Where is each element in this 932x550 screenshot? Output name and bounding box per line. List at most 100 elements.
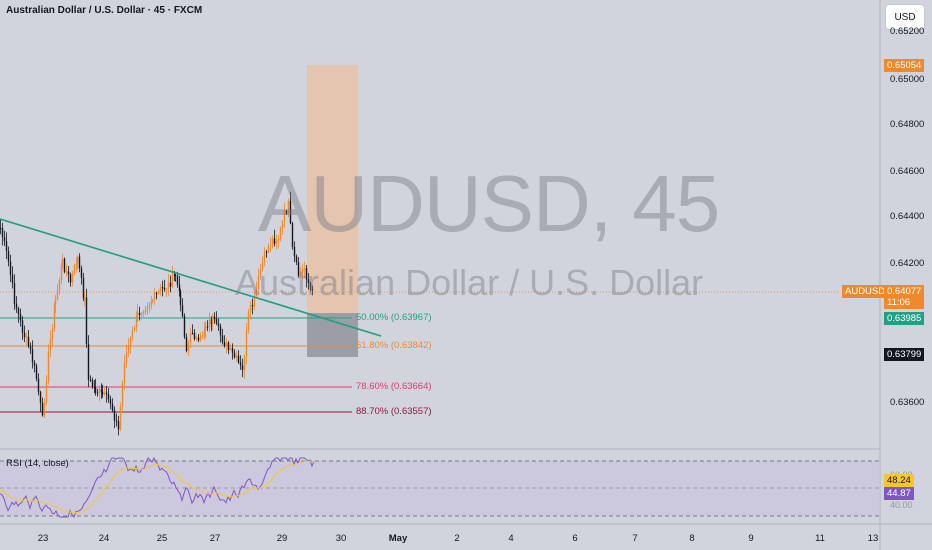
candle-body — [277, 239, 280, 241]
candle-body — [247, 311, 250, 331]
candle-body — [275, 240, 278, 244]
rsi-line — [0, 456, 315, 518]
target-price-tag: 0.65054 — [884, 59, 925, 72]
candles — [0, 191, 314, 436]
candle-body — [11, 274, 14, 284]
candle-body — [259, 269, 262, 277]
candle-body — [285, 210, 288, 214]
candle-body — [129, 337, 132, 347]
candle-body — [281, 221, 284, 229]
candle-body — [231, 348, 234, 353]
rsi-indicator-label[interactable]: RSI (14, close) — [6, 458, 69, 469]
candle-body — [103, 392, 106, 395]
stop-price-tag: 0.63799 — [884, 348, 925, 361]
symbol-tag: AUDUSD — [842, 285, 889, 298]
time-tick: 9 — [748, 533, 754, 544]
candle-body — [43, 402, 46, 416]
candle-body — [80, 268, 83, 278]
candle-body — [100, 389, 103, 392]
price-tick: 0.64800 — [890, 119, 925, 130]
candle-body — [176, 275, 179, 285]
candle-body — [173, 274, 176, 276]
bar-countdown: 11:06 — [887, 297, 911, 308]
rsi-ma-line — [0, 460, 314, 514]
candle-body — [163, 287, 166, 290]
last-price-value: 0.64077 — [887, 286, 922, 297]
candle-body — [61, 258, 64, 266]
candle-body — [0, 227, 2, 229]
candle-body — [91, 380, 94, 387]
candle-body — [215, 319, 218, 324]
candle-body — [210, 319, 213, 325]
candle-body — [249, 305, 252, 312]
time-tick: 29 — [276, 533, 288, 544]
candle-body — [51, 328, 54, 339]
time-tick: 13 — [867, 533, 879, 544]
target-zone[interactable] — [307, 65, 358, 313]
time-tick: 24 — [98, 533, 110, 544]
candle-body — [239, 362, 242, 366]
candle-body — [98, 389, 101, 393]
candle-body — [245, 330, 248, 356]
price-tick: 0.64600 — [890, 166, 925, 177]
candle-body — [96, 392, 99, 394]
candle-body — [111, 403, 114, 411]
candle-body — [299, 272, 302, 277]
candle-body — [179, 290, 182, 305]
candle-body — [253, 295, 256, 307]
candle-body — [144, 309, 147, 313]
time-tick: 30 — [335, 533, 347, 544]
trend-line[interactable] — [0, 218, 382, 337]
candle-body — [213, 316, 216, 320]
candle-body — [5, 241, 8, 251]
time-tick: 23 — [37, 533, 49, 544]
candle-body — [138, 312, 141, 316]
price-tick: 0.65000 — [890, 74, 925, 85]
currency-button[interactable]: USD — [885, 4, 925, 30]
candle-body — [89, 379, 92, 381]
candle-body — [271, 238, 274, 246]
rsi-value-tag: 44.87 — [884, 487, 914, 500]
price-tick: 0.64400 — [890, 211, 925, 222]
candle-body — [165, 288, 168, 290]
candle-body — [113, 410, 116, 421]
time-tick: 25 — [156, 533, 168, 544]
candle-body — [21, 320, 24, 333]
chart-title: Australian Dollar / U.S. Dollar · 45 · F… — [6, 5, 203, 16]
candle-body — [37, 378, 40, 392]
candle-body — [273, 238, 276, 244]
candle-body — [39, 391, 42, 403]
candle-body — [211, 316, 214, 325]
candle-body — [133, 328, 136, 331]
candle-body — [187, 343, 190, 351]
candle-body — [7, 250, 10, 262]
candle-body — [155, 292, 158, 294]
candle-body — [109, 399, 112, 404]
candle-body — [69, 274, 72, 283]
time-tick: May — [388, 533, 408, 544]
candle-body — [49, 338, 52, 352]
candle-body — [219, 326, 222, 336]
candle-body — [150, 302, 153, 305]
stop-zone[interactable] — [307, 313, 358, 357]
candle-body — [199, 335, 202, 341]
candle-body — [105, 392, 108, 394]
candle-body — [191, 332, 194, 334]
candle-body — [17, 308, 20, 315]
fib-label-618: 61.80% (0.63842) — [356, 340, 432, 351]
description-watermark: Australian Dollar / U.S. Dollar — [235, 262, 704, 303]
candle-body — [178, 284, 181, 291]
candle-body — [58, 280, 61, 290]
candle-body — [47, 351, 50, 382]
candle-body — [31, 349, 34, 363]
symbol-watermark: AUDUSD, 45 — [258, 159, 720, 248]
candle-body — [203, 329, 206, 336]
candle-body — [71, 273, 74, 283]
candle-body — [204, 326, 207, 330]
candle-body — [121, 382, 124, 407]
candle-body — [53, 304, 56, 329]
candle-body — [23, 332, 26, 338]
candle-body — [131, 330, 134, 338]
price-tick: 0.64200 — [890, 258, 925, 269]
